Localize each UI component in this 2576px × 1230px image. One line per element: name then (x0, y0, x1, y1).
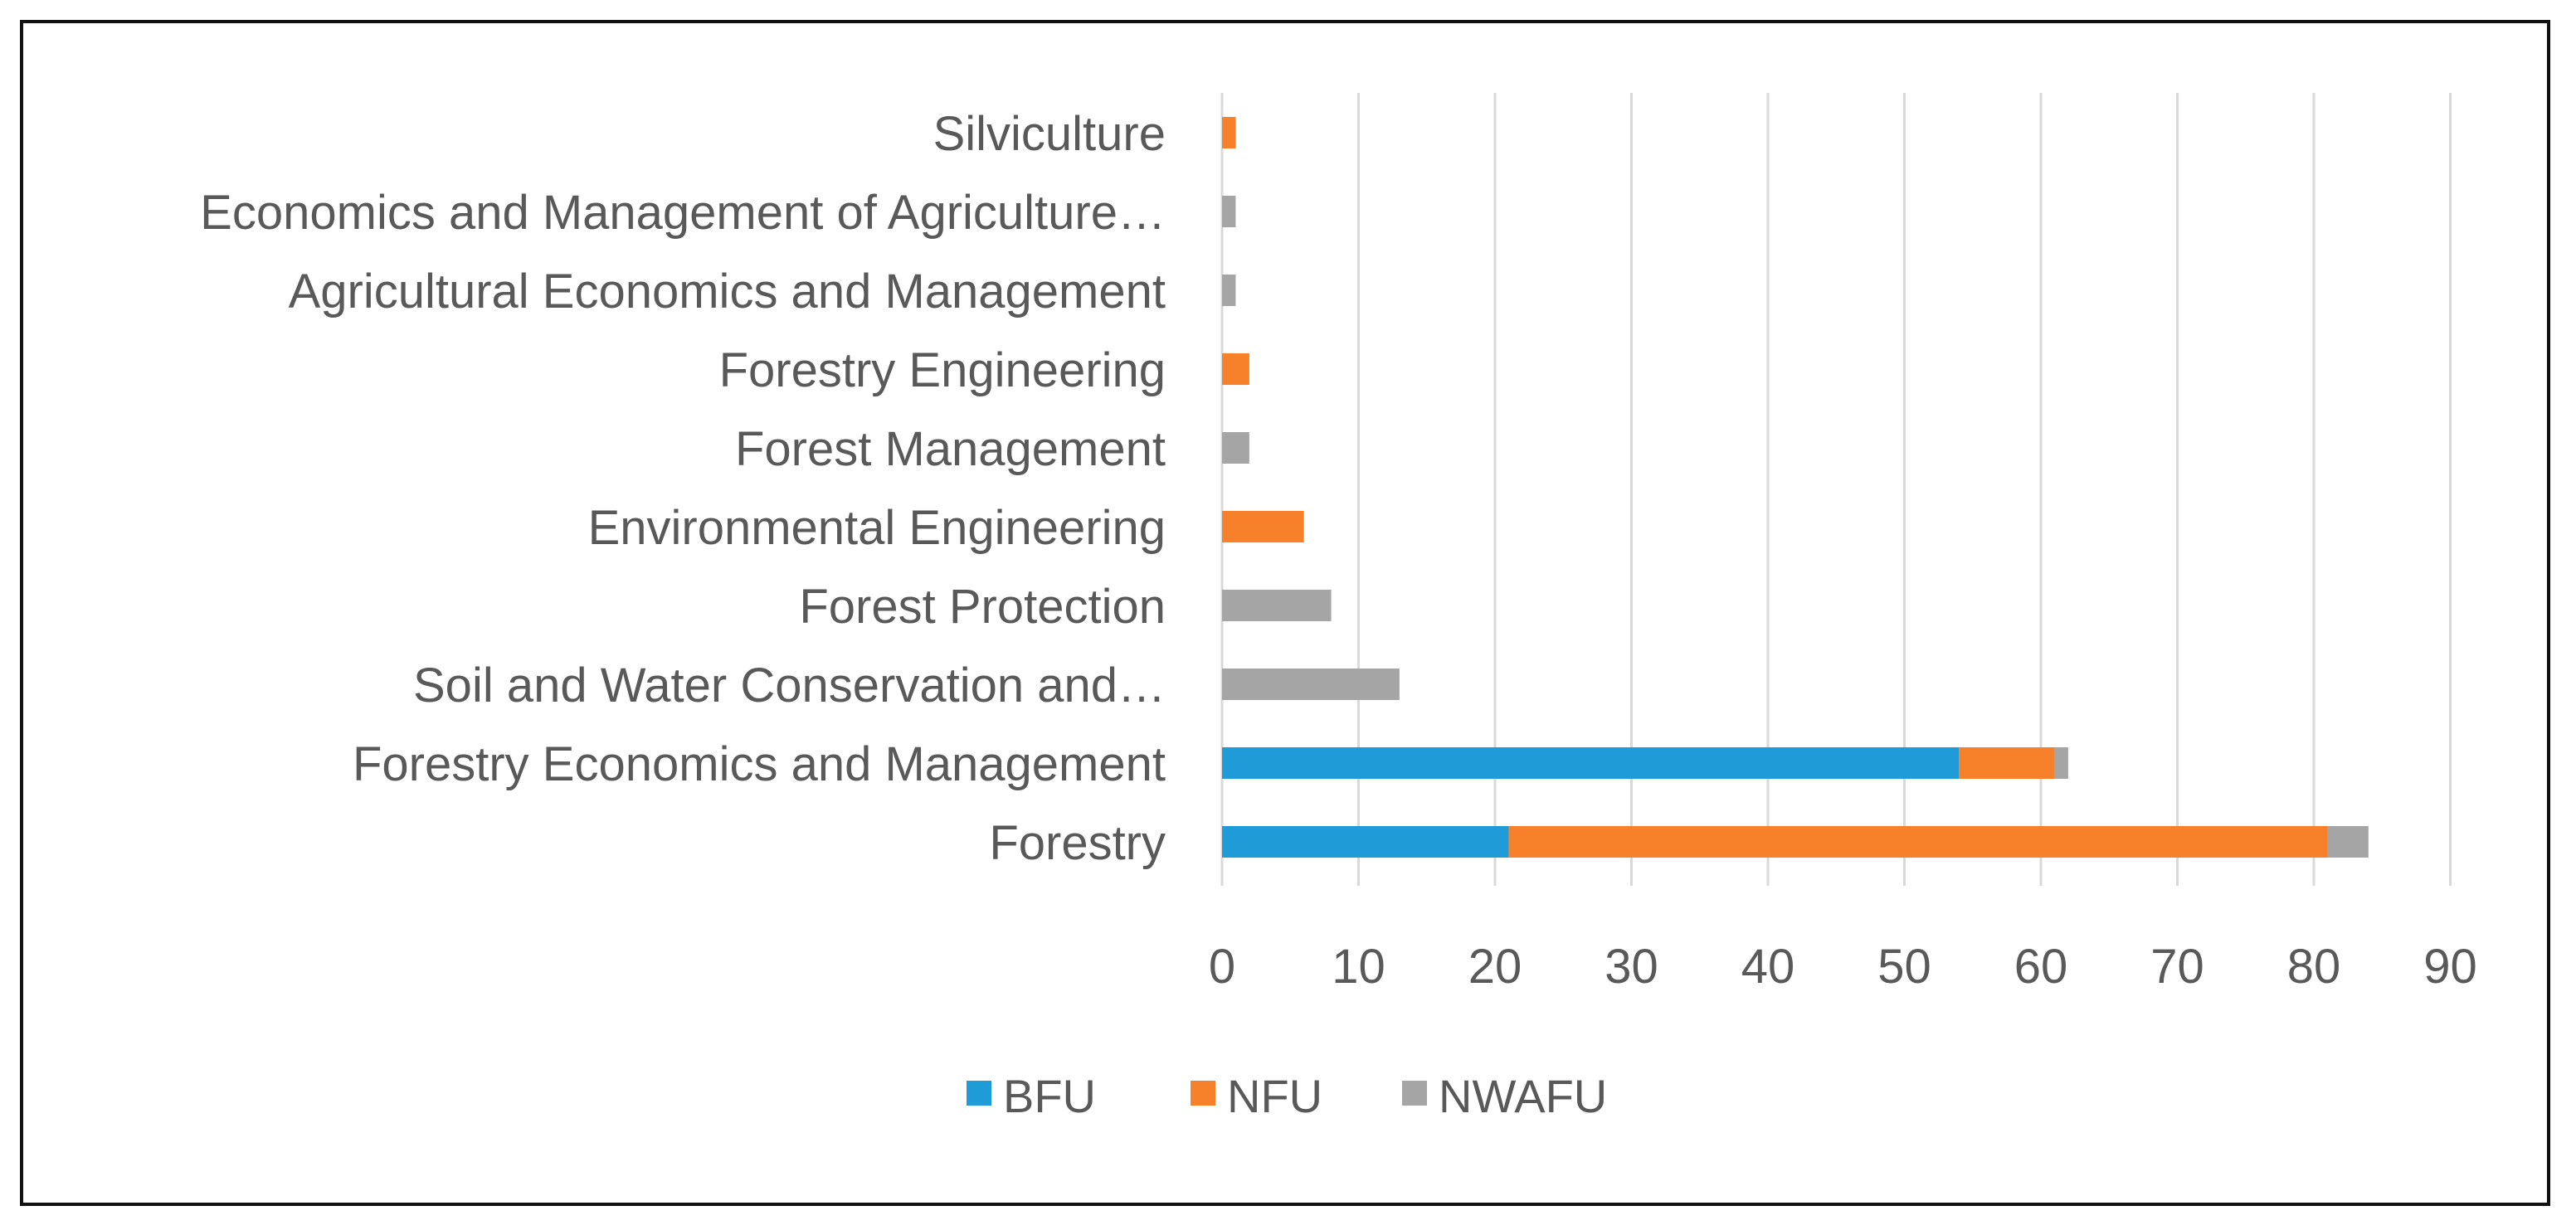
legend: BFU NFU NWAFU (967, 1070, 1607, 1122)
category-label: Forestry Economics and Management (353, 737, 1166, 791)
category-label: Forestry Engineering (719, 343, 1166, 397)
category-label: Soil and Water Conservation and… (413, 659, 1166, 712)
legend-swatch-bfu (967, 1081, 991, 1106)
x-tick-label: 70 (2150, 940, 2204, 994)
category-label: Environmental Engineering (588, 501, 1166, 555)
bar-nwafu-3 (1222, 590, 1332, 621)
x-tick-label: 80 (2287, 940, 2341, 994)
x-tick-label: 40 (1741, 940, 1795, 994)
legend-label-nwafu: NWAFU (1439, 1070, 1607, 1122)
bar-nwafu-1 (2054, 747, 2068, 779)
x-axis-ticks: 0 10 20 30 40 50 60 70 80 90 (1209, 940, 2477, 994)
x-tick-label: 90 (2423, 940, 2477, 994)
bar-nwafu-7 (1222, 275, 1236, 306)
category-label: Forest Protection (799, 580, 1166, 634)
bar-nwafu-2 (1222, 668, 1400, 700)
bar-nfu-6 (1222, 353, 1249, 385)
category-label: Agricultural Economics and Management (289, 265, 1166, 318)
legend-label-bfu: BFU (1003, 1070, 1096, 1122)
x-tick-label: 50 (1877, 940, 1931, 994)
x-tick-label: 10 (1332, 940, 1385, 994)
bar-nwafu-8 (1222, 196, 1236, 227)
bar-nfu-0 (1508, 826, 2328, 858)
x-tick-label: 20 (1468, 940, 1522, 994)
category-label: Silviculture (933, 107, 1166, 161)
bars (1222, 117, 2369, 858)
bar-nfu-4 (1222, 511, 1304, 542)
bar-bfu-0 (1222, 826, 1509, 858)
legend-swatch-nwafu (1402, 1081, 1427, 1106)
x-tick-label: 0 (1209, 940, 1235, 994)
category-labels: Forestry Forestry Economics and Managemen… (200, 107, 1166, 870)
x-tick-label: 30 (1605, 940, 1658, 994)
bar-bfu-1 (1222, 747, 1960, 779)
bar-nwafu-5 (1222, 432, 1249, 464)
x-tick-label: 60 (2014, 940, 2068, 994)
category-label: Forest Management (735, 422, 1166, 476)
bar-nwafu-0 (2327, 826, 2369, 858)
category-label: Economics and Management of Agriculture… (200, 186, 1166, 240)
bar-nfu-1 (1959, 747, 2055, 779)
category-label: Forestry (989, 816, 1166, 870)
bar-nfu-9 (1222, 117, 1236, 148)
legend-swatch-nfu (1191, 1081, 1215, 1106)
legend-label-nfu: NFU (1227, 1070, 1322, 1122)
